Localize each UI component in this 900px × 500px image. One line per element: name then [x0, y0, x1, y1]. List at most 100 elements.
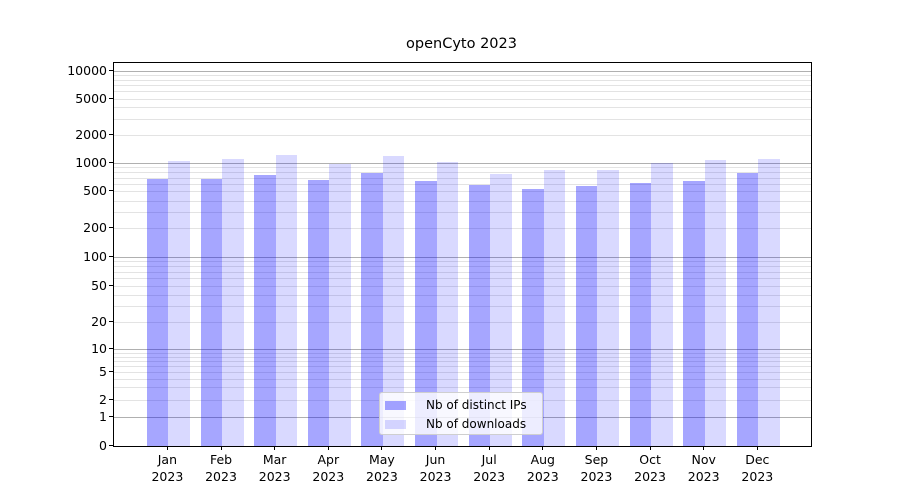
legend-item-downloads: Nb of downloads — [385, 415, 542, 434]
minor-gridline — [114, 191, 811, 193]
bar-downloads-mar — [275, 155, 298, 446]
y-tick-label: 5000 — [75, 90, 107, 106]
legend-item-distinct-ips: Nb of distinct IPs — [385, 396, 542, 415]
minor-gridline — [114, 371, 811, 373]
x-tick-mark — [649, 446, 651, 450]
x-tick-label: Mar 2023 — [258, 452, 291, 484]
x-tick-mark — [274, 446, 276, 450]
bar-distinct-ips-dec — [736, 172, 759, 446]
x-tick-label: Dec 2023 — [741, 452, 774, 484]
minor-gridline — [114, 271, 811, 273]
minor-gridline — [114, 98, 811, 100]
bar-downloads-apr — [329, 163, 351, 446]
x-tick-label: Jun 2023 — [419, 452, 452, 484]
minor-gridline — [114, 84, 811, 86]
x-tick-mark — [166, 446, 168, 450]
x-tick-label: Sep 2023 — [580, 452, 613, 484]
bar-distinct-ips-may — [361, 173, 383, 446]
minor-gridline — [114, 74, 811, 76]
bar-downloads-aug — [543, 170, 566, 446]
minor-gridline — [114, 365, 811, 367]
y-tick-mark — [109, 415, 113, 417]
x-tick-mark — [595, 446, 597, 450]
y-tick-mark — [109, 97, 113, 99]
y-tick-label: 50 — [91, 277, 107, 293]
x-tick-label: Feb 2023 — [205, 452, 237, 484]
y-tick-label: 5 — [99, 363, 107, 379]
legend-label-downloads: Nb of downloads — [426, 417, 527, 431]
y-tick-mark — [109, 444, 113, 446]
y-tick-mark — [109, 255, 113, 257]
minor-gridline — [114, 212, 811, 214]
minor-gridline — [114, 167, 811, 169]
minor-gridline — [114, 135, 811, 136]
y-tick-mark — [109, 398, 113, 400]
minor-gridline — [114, 378, 811, 380]
y-tick-mark — [109, 320, 113, 322]
minor-gridline — [114, 118, 811, 120]
bar-downloads-sep — [597, 169, 619, 446]
x-tick-mark — [327, 446, 329, 450]
y-tick-label: 2 — [99, 391, 107, 407]
y-tick-mark — [109, 134, 113, 135]
minor-gridline — [114, 177, 811, 179]
y-tick-label: 1000 — [75, 154, 107, 170]
x-tick-mark — [381, 446, 383, 450]
minor-gridline — [114, 360, 811, 362]
minor-gridline — [114, 107, 811, 109]
minor-gridline — [114, 294, 811, 296]
bar-downloads-dec — [758, 158, 780, 446]
bar-downloads-jun — [436, 162, 459, 446]
y-tick-mark — [109, 190, 113, 192]
y-tick-mark — [109, 284, 113, 286]
legend-swatch-distinct-ips — [385, 401, 406, 410]
bar-distinct-ips-oct — [629, 183, 652, 446]
x-tick-mark — [220, 446, 222, 450]
bar-distinct-ips-jul — [468, 185, 491, 446]
y-tick-label: 0 — [99, 437, 107, 453]
y-tick-label: 20 — [91, 313, 107, 329]
x-tick-label: Jan 2023 — [151, 452, 184, 484]
y-tick-mark — [109, 69, 113, 71]
y-tick-label: 10 — [91, 341, 107, 357]
major-gridline — [114, 162, 811, 164]
legend: Nb of distinct IPs Nb of downloads — [379, 392, 543, 435]
bar-distinct-ips-jun — [415, 180, 437, 446]
y-tick-label: 100 — [83, 248, 107, 264]
bar-downloads-oct — [651, 162, 673, 446]
y-tick-label: 10000 — [67, 62, 107, 78]
bar-distinct-ips-nov — [683, 181, 705, 446]
x-tick-mark — [488, 446, 490, 450]
minor-gridline — [114, 278, 811, 280]
major-gridline — [114, 70, 811, 72]
minor-gridline — [114, 183, 811, 185]
minor-gridline — [114, 228, 811, 230]
y-tick-label: 500 — [83, 183, 107, 199]
y-tick-mark — [109, 348, 113, 350]
chart-title: openCyto 2023 — [406, 36, 517, 52]
bar-distinct-ips-apr — [307, 180, 330, 446]
x-tick-mark — [435, 446, 437, 450]
bar-distinct-ips-aug — [522, 188, 544, 446]
bar-downloads-may — [382, 156, 405, 446]
x-tick-label: Apr 2023 — [312, 452, 345, 484]
bar-distinct-ips-mar — [254, 174, 276, 446]
major-gridline — [114, 349, 811, 351]
y-tick-mark — [109, 161, 113, 163]
y-tick-label: 1 — [99, 408, 107, 424]
x-tick-label: Jul 2023 — [473, 452, 506, 484]
x-tick-mark — [542, 446, 544, 450]
minor-gridline — [114, 200, 811, 202]
minor-gridline — [114, 79, 811, 81]
x-tick-label: May 2023 — [366, 452, 398, 484]
minor-gridline — [114, 172, 811, 174]
minor-gridline — [114, 321, 811, 323]
minor-gridline — [114, 387, 811, 389]
legend-label-distinct-ips: Nb of distinct IPs — [426, 398, 527, 412]
minor-gridline — [114, 356, 811, 358]
plot-area — [113, 62, 812, 447]
bar-distinct-ips-feb — [200, 179, 223, 446]
x-tick-label: Aug 2023 — [526, 452, 559, 484]
minor-gridline — [114, 261, 811, 263]
bar-distinct-ips-jan — [146, 179, 169, 446]
